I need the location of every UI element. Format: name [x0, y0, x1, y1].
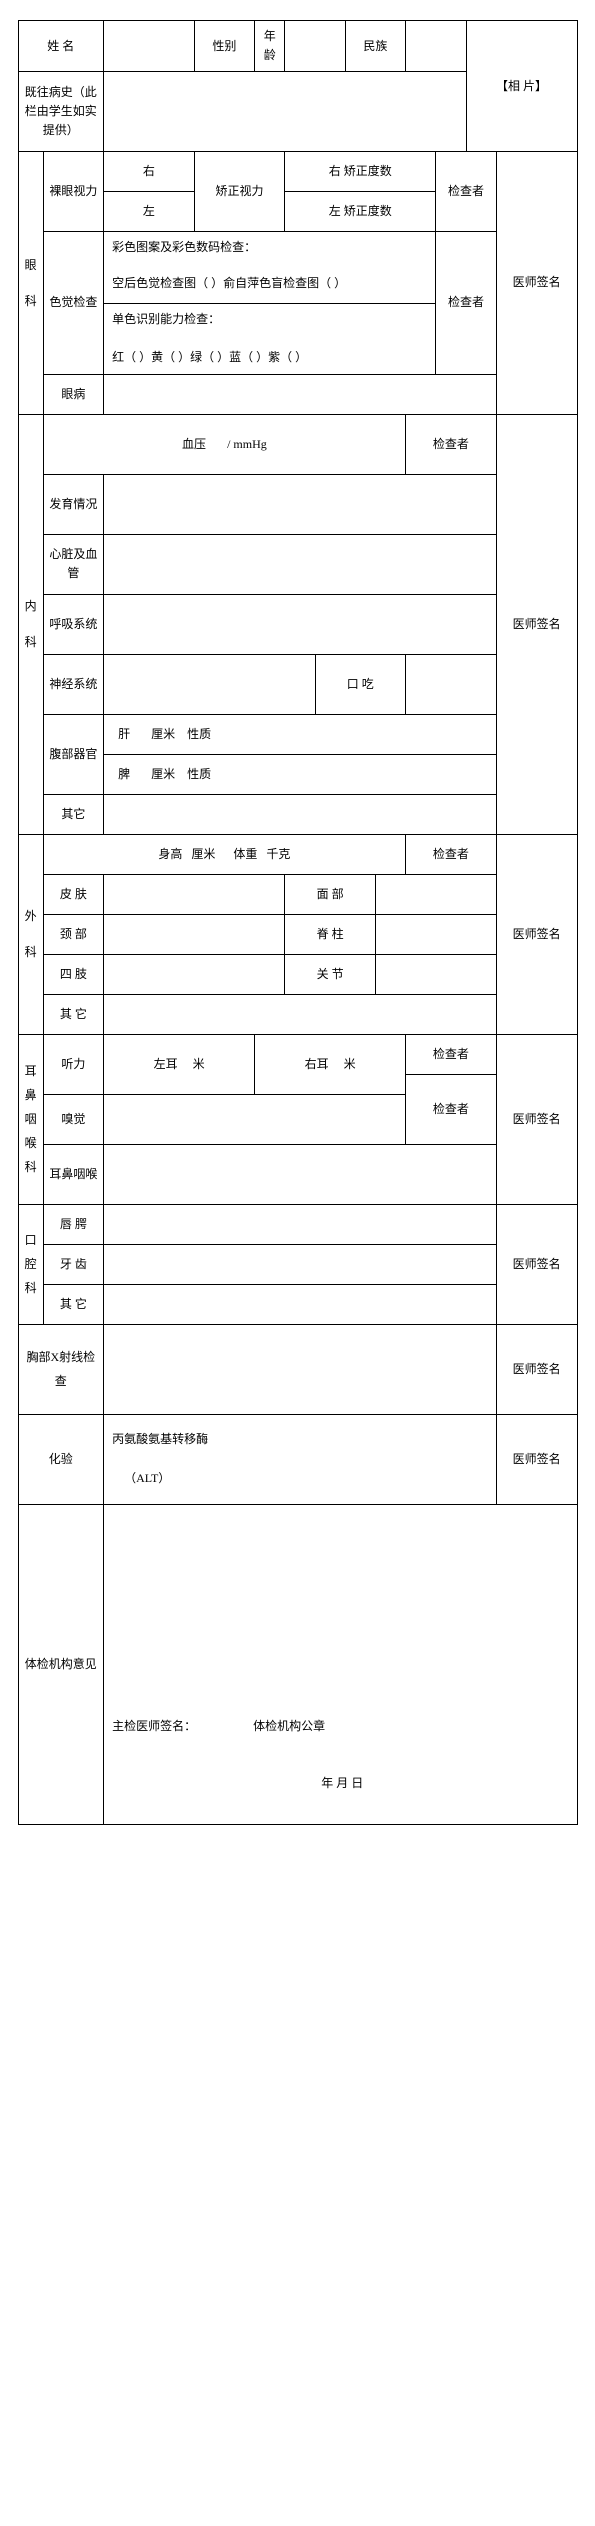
face-value[interactable] — [375, 874, 496, 914]
ent-section-label: 耳鼻咽喉科 — [18, 1034, 43, 1204]
left-ear-cell: 左耳 米 — [104, 1034, 255, 1094]
name-value[interactable] — [104, 21, 195, 72]
ent-examiner-2: 检查者 — [406, 1074, 497, 1144]
opinion-body: 主检医师签名： 体检机构公章 年 月 日 — [104, 1504, 577, 1824]
ent-item-label: 耳鼻咽喉 — [43, 1144, 103, 1204]
nervous-value[interactable] — [104, 654, 315, 714]
internal-examiner: 检查者 — [406, 414, 497, 474]
stutter-value[interactable] — [406, 654, 497, 714]
stutter-label: 口 吃 — [315, 654, 406, 714]
corrected-vision-label: 矫正视力 — [194, 152, 285, 232]
neck-label: 颈 部 — [43, 914, 103, 954]
internal-other-label: 其它 — [43, 794, 103, 834]
spleen-row: 脾 厘米 性质 — [104, 754, 497, 794]
history-label: 既往病史（此栏由学生如实提供） — [18, 72, 104, 152]
oral-doctor-sign: 医师签名 — [496, 1204, 577, 1324]
opinion-date: 年 月 日 — [112, 1774, 572, 1793]
joints-value[interactable] — [375, 954, 496, 994]
face-label: 面 部 — [285, 874, 376, 914]
color-vision-label: 色觉检查 — [43, 232, 103, 374]
age-value[interactable] — [285, 21, 345, 72]
right-degree-label: 右 矫正度数 — [285, 152, 436, 192]
medical-exam-form: 姓 名 性别 年龄 民族 【相 片】 既往病史（此栏由学生如实提供） 眼科 裸眼… — [18, 20, 578, 1825]
limbs-value[interactable] — [104, 954, 285, 994]
skin-label: 皮 肤 — [43, 874, 103, 914]
internal-doctor-sign: 医师签名 — [496, 414, 577, 834]
surgery-section-label: 外科 — [18, 834, 43, 1034]
oral-other-label: 其 它 — [43, 1284, 103, 1324]
skin-value[interactable] — [104, 874, 285, 914]
xray-value[interactable] — [104, 1324, 497, 1414]
left-degree-label: 左 矫正度数 — [285, 192, 436, 232]
spine-label: 脊 柱 — [285, 914, 376, 954]
hearing-label: 听力 — [43, 1034, 103, 1094]
teeth-value[interactable] — [104, 1244, 497, 1284]
limbs-label: 四 肢 — [43, 954, 103, 994]
surgery-doctor-sign: 医师签名 — [496, 834, 577, 1034]
eye-left-label: 左 — [104, 192, 195, 232]
neck-value[interactable] — [104, 914, 285, 954]
naked-vision-label: 裸眼视力 — [43, 152, 103, 232]
abdomen-label: 腹部器官 — [43, 714, 103, 794]
color-pattern-body: 空后色觉检查图（ ）俞自萍色盲检查图（ ） — [104, 264, 436, 304]
surgery-other-value[interactable] — [104, 994, 497, 1034]
eye-section-label: 眼科 — [18, 152, 43, 414]
lips-label: 唇 腭 — [43, 1204, 103, 1244]
ent-examiner-1: 检查者 — [406, 1034, 497, 1074]
lips-value[interactable] — [104, 1204, 497, 1244]
ethnic-value[interactable] — [406, 21, 466, 72]
bp-label: 血压 — [182, 437, 206, 451]
mono-title: 单色识别能力检查： — [112, 312, 220, 326]
heart-label: 心脏及血管 — [43, 534, 103, 594]
mono-color-check: 单色识别能力检查： 红（ ）黄（ ）绿（ ）蓝（ ）紫（ ） — [104, 304, 436, 375]
surgery-other-label: 其 它 — [43, 994, 103, 1034]
lab-content: 丙氨酸氨基转移酶 （ALT） — [104, 1414, 497, 1504]
nervous-label: 神经系统 — [43, 654, 103, 714]
lab-label: 化验 — [18, 1414, 104, 1504]
respiratory-label: 呼吸系统 — [43, 594, 103, 654]
smell-label: 嗅觉 — [43, 1094, 103, 1144]
bp-unit: / mmHg — [227, 437, 267, 451]
color-pattern-title: 彩色图案及彩色数码检查： — [104, 232, 436, 264]
eye-right-label: 右 — [104, 152, 195, 192]
mono-body: 红（ ）黄（ ）绿（ ）蓝（ ）紫（ ） — [112, 350, 307, 364]
oral-section-label: 口腔科 — [18, 1204, 43, 1324]
name-label: 姓 名 — [18, 21, 104, 72]
spine-value[interactable] — [375, 914, 496, 954]
heart-value[interactable] — [104, 534, 497, 594]
internal-other-value[interactable] — [104, 794, 497, 834]
development-label: 发育情况 — [43, 474, 103, 534]
development-value[interactable] — [104, 474, 497, 534]
internal-section-label: 内科 — [18, 414, 43, 834]
eye-disease-label: 眼病 — [43, 374, 103, 414]
ent-item-value[interactable] — [104, 1144, 497, 1204]
ethnic-label: 民族 — [345, 21, 405, 72]
opinion-label: 体检机构意见 — [18, 1504, 104, 1824]
sex-label: 性别 — [194, 21, 254, 72]
liver-row: 肝 厘米 性质 — [104, 714, 497, 754]
oral-other-value[interactable] — [104, 1284, 497, 1324]
height-weight-row: 身高 厘米 体重 千克 — [43, 834, 405, 874]
respiratory-value[interactable] — [104, 594, 497, 654]
eye-disease-value[interactable] — [104, 374, 497, 414]
eye-examiner-1: 检查者 — [436, 152, 496, 232]
ent-doctor-sign: 医师签名 — [496, 1034, 577, 1204]
xray-doctor-sign: 医师签名 — [496, 1324, 577, 1414]
joints-label: 关 节 — [285, 954, 376, 994]
eye-examiner-2: 检查者 — [436, 232, 496, 374]
surgery-examiner: 检查者 — [406, 834, 497, 874]
smell-value[interactable] — [104, 1094, 406, 1144]
right-ear-cell: 右耳 米 — [255, 1034, 406, 1094]
lab-doctor-sign: 医师签名 — [496, 1414, 577, 1504]
eye-doctor-sign: 医师签名 — [496, 152, 577, 414]
age-label: 年龄 — [255, 21, 285, 72]
bp-row: 血压 / mmHg — [43, 414, 405, 474]
teeth-label: 牙 齿 — [43, 1244, 103, 1284]
history-value[interactable] — [104, 72, 466, 152]
xray-label: 胸部X射线检查 — [18, 1324, 104, 1414]
photo-box: 【相 片】 — [466, 21, 577, 152]
